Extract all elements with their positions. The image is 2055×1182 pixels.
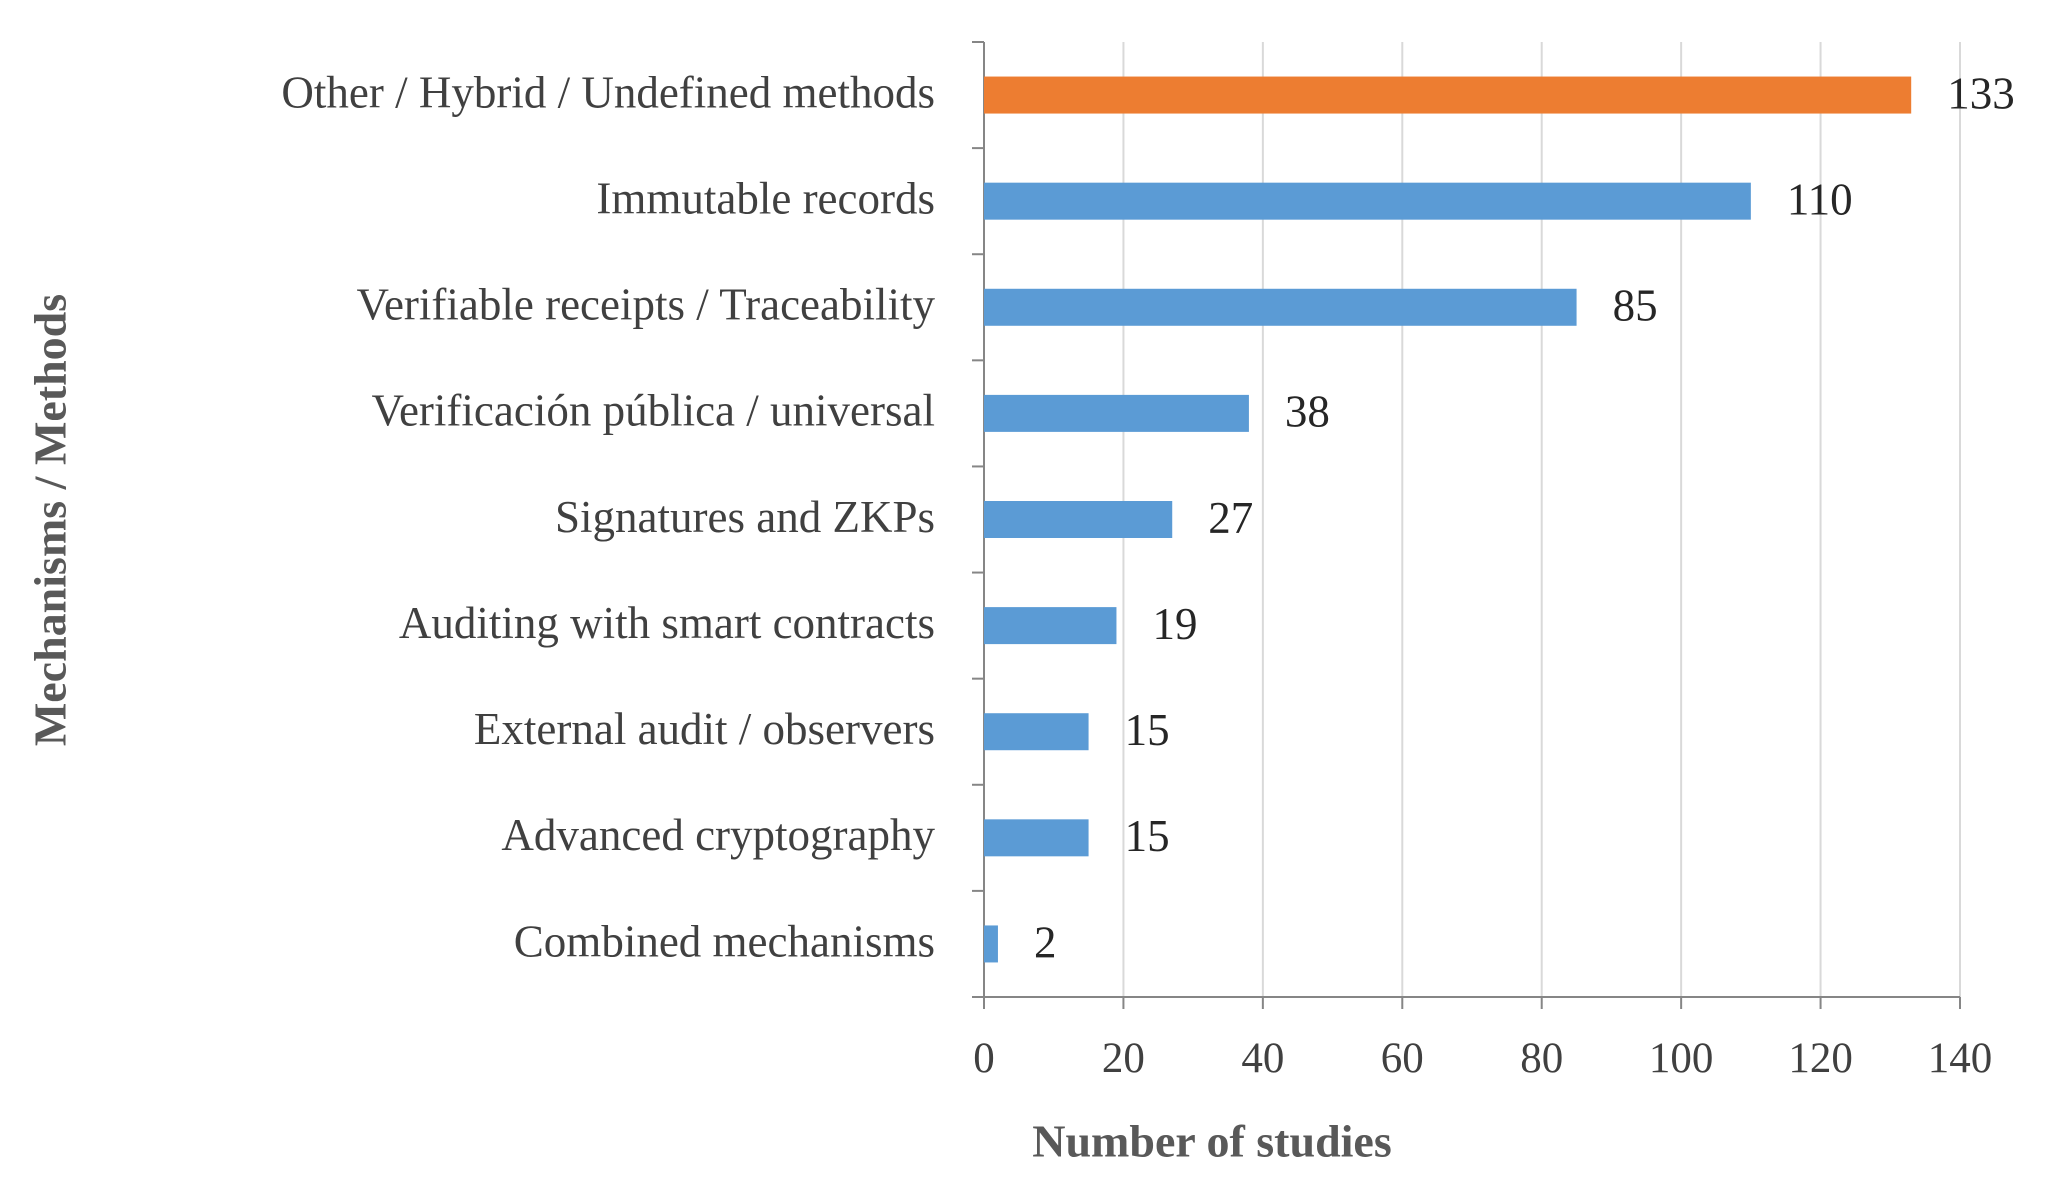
value-label: 38 (1285, 387, 1330, 437)
y-tick-label: External audit / observers (474, 704, 935, 754)
x-tick-label: 100 (1649, 1035, 1714, 1082)
x-tick-label: 40 (1241, 1035, 1284, 1082)
bar (984, 713, 1089, 751)
x-axis-title: Number of studies (1032, 1116, 1392, 1167)
bar (984, 925, 998, 963)
value-label: 133 (1947, 68, 2015, 118)
y-tick-label: Verificación pública / universal (371, 386, 935, 436)
x-tick-label: 0 (973, 1035, 995, 1082)
value-label: 85 (1613, 281, 1658, 331)
value-label: 27 (1208, 493, 1253, 543)
y-tick-label: Other / Hybrid / Undefined methods (281, 67, 935, 117)
x-tick-label: 80 (1520, 1035, 1563, 1082)
value-label: 110 (1787, 174, 1853, 224)
y-tick-label: Immutable records (596, 173, 935, 223)
value-label: 15 (1125, 705, 1170, 755)
bar (984, 182, 1751, 220)
x-tick-label: 60 (1381, 1035, 1424, 1082)
bar (984, 607, 1117, 645)
x-tick-label: 140 (1928, 1035, 1993, 1082)
value-label: 2 (1034, 917, 1057, 967)
y-tick-label: Verifiable receipts / Traceability (356, 280, 935, 330)
bar (984, 394, 1249, 432)
bar (984, 76, 1912, 114)
value-label: 15 (1125, 811, 1170, 861)
bar (984, 501, 1173, 538)
bar (984, 288, 1577, 326)
y-axis-title: Mechanisms / Methods (25, 294, 76, 746)
bar (984, 819, 1089, 857)
x-tick-label: 120 (1788, 1035, 1853, 1082)
y-tick-label: Auditing with smart contracts (399, 598, 935, 648)
y-tick-label: Advanced cryptography (501, 810, 935, 860)
value-label: 19 (1152, 599, 1197, 649)
y-tick-label: Signatures and ZKPs (555, 492, 935, 542)
y-tick-label: Combined mechanisms (514, 916, 935, 966)
x-tick-label: 20 (1102, 1035, 1145, 1082)
